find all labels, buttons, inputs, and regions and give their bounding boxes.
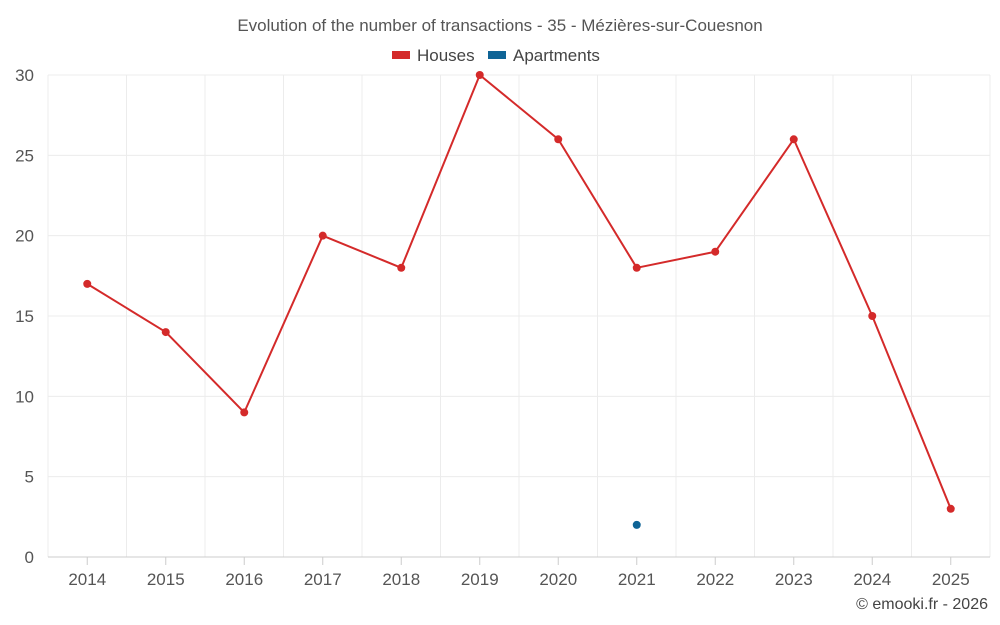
data-point-houses-2024[interactable] xyxy=(868,312,877,320)
data-point-houses-2022[interactable] xyxy=(711,247,720,256)
legend-swatch-apartments xyxy=(488,51,506,59)
data-point-houses-2021[interactable] xyxy=(632,263,641,272)
data-point-houses-2014[interactable] xyxy=(83,279,92,288)
x-axis: 2014 2015 2016 2017 2018 2019 2020 2021 2022 2023… xyxy=(48,556,990,589)
data-point-houses-2019[interactable] xyxy=(475,71,484,79)
data-point-houses-2025[interactable] xyxy=(946,504,955,513)
x-tick-label: 2015 xyxy=(147,570,185,589)
series-apartments xyxy=(632,520,641,529)
data-point-houses-2017[interactable] xyxy=(318,231,327,240)
y-tick-label: 10 xyxy=(15,387,34,406)
x-tick-label: 2025 xyxy=(932,570,970,589)
series-layer xyxy=(83,71,955,529)
chart-title: Evolution of the number of transactions … xyxy=(237,16,762,35)
data-point-houses-2020[interactable] xyxy=(554,135,563,144)
x-tick-label: 2023 xyxy=(775,570,813,589)
y-axis: 0 5 10 15 20 25 30 xyxy=(15,66,34,567)
data-point-houses-2015[interactable] xyxy=(161,328,170,337)
x-tick-label: 2024 xyxy=(853,570,891,589)
legend-label-houses: Houses xyxy=(417,46,475,65)
y-tick-label: 0 xyxy=(25,548,34,567)
y-tick-label: 15 xyxy=(15,307,34,326)
legend-label-apartments: Apartments xyxy=(513,46,600,65)
x-tick-label: 2022 xyxy=(696,570,734,589)
y-tick-label: 20 xyxy=(15,227,34,246)
x-tick-label: 2018 xyxy=(382,570,420,589)
y-tick-label: 30 xyxy=(15,66,34,85)
grid xyxy=(47,74,991,558)
credit-text: © emooki.fr - 2026 xyxy=(856,596,988,613)
legend: Houses Apartments xyxy=(392,46,600,65)
data-point-houses-2023[interactable] xyxy=(789,135,798,144)
legend-item-apartments[interactable]: Apartments xyxy=(488,46,600,65)
series-houses xyxy=(83,71,955,513)
data-point-apartments-2021[interactable] xyxy=(632,520,641,529)
legend-swatch-houses xyxy=(392,51,410,59)
x-tick-label: 2017 xyxy=(304,570,342,589)
x-tick-label: 2021 xyxy=(618,570,656,589)
x-tick-label: 2016 xyxy=(225,570,263,589)
data-point-houses-2018[interactable] xyxy=(397,263,406,272)
y-tick-label: 5 xyxy=(25,468,34,487)
data-point-houses-2016[interactable] xyxy=(240,408,249,417)
x-tick-label: 2020 xyxy=(539,570,577,589)
x-tick-label: 2019 xyxy=(461,570,499,589)
x-tick-label: 2014 xyxy=(68,570,106,589)
legend-item-houses[interactable]: Houses xyxy=(392,46,475,65)
series-line-houses xyxy=(86,74,952,510)
y-tick-label: 25 xyxy=(15,146,34,165)
